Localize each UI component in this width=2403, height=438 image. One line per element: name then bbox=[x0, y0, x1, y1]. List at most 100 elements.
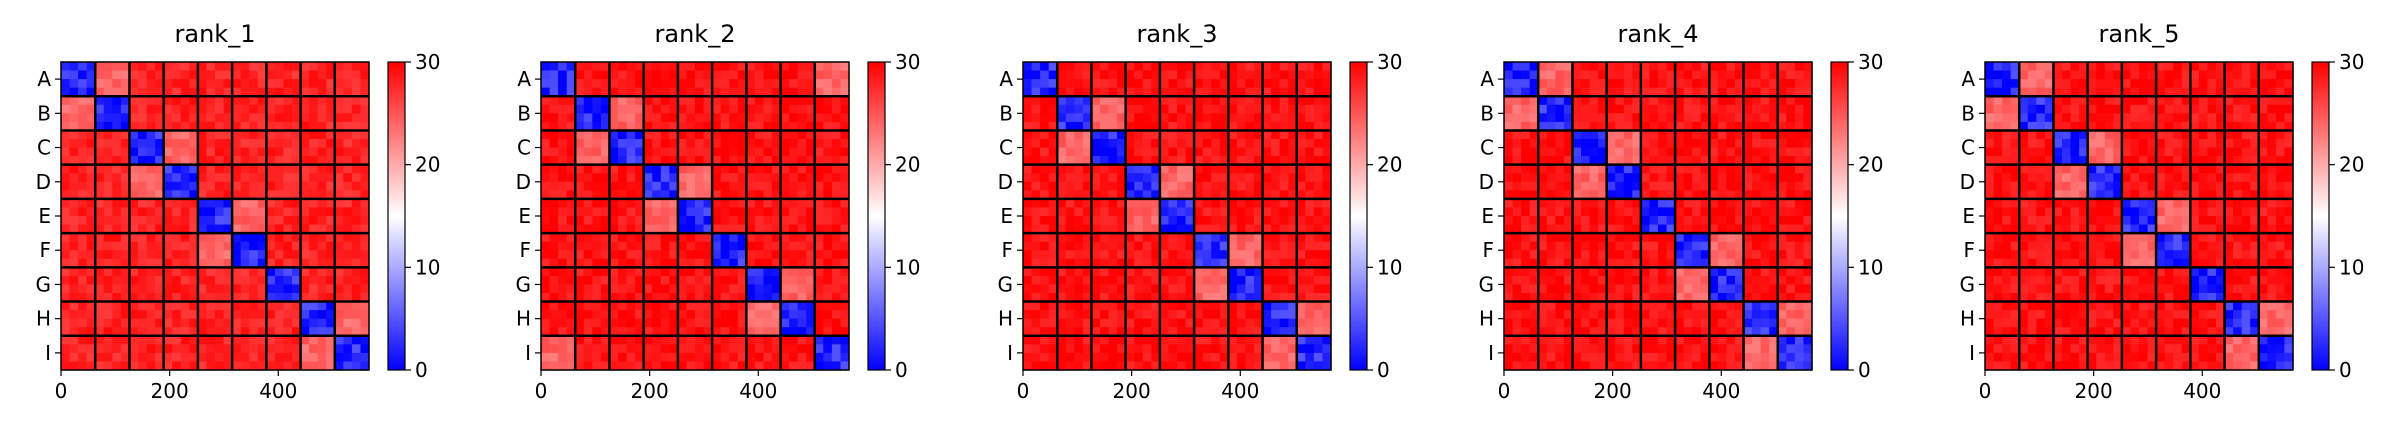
heatmap-cell bbox=[309, 258, 319, 268]
heatmap-cell bbox=[575, 267, 585, 277]
heatmap-cell bbox=[763, 310, 773, 320]
heatmap-cell bbox=[120, 207, 131, 217]
heatmap-cell bbox=[1142, 318, 1152, 328]
heatmap-cell bbox=[720, 96, 730, 106]
heatmap-cell bbox=[1100, 267, 1110, 277]
heatmap-cell bbox=[677, 318, 688, 328]
heatmap-cell bbox=[300, 327, 310, 337]
heatmap-cell bbox=[1108, 310, 1118, 320]
heatmap-cell bbox=[1262, 104, 1272, 114]
heatmap-cell bbox=[746, 318, 756, 328]
heatmap-cell bbox=[266, 241, 276, 251]
heatmap-cell bbox=[618, 79, 628, 89]
heatmap-cell bbox=[772, 181, 782, 191]
heatmap-cell bbox=[575, 139, 585, 149]
heatmap-cell bbox=[1168, 241, 1178, 251]
heatmap-cell bbox=[1735, 173, 1745, 183]
heatmap-cell bbox=[780, 164, 790, 174]
heatmap-cell bbox=[274, 241, 285, 251]
heatmap-cell bbox=[1082, 139, 1093, 149]
heatmap-cell bbox=[1245, 310, 1255, 320]
heatmap-cell bbox=[223, 310, 233, 320]
heatmap-cell bbox=[814, 181, 824, 191]
heatmap-cell bbox=[300, 258, 310, 268]
heatmap-cell bbox=[635, 147, 645, 157]
heatmap-cell bbox=[1581, 198, 1591, 209]
heatmap-cell bbox=[677, 275, 688, 286]
heatmap-block bbox=[1228, 62, 1264, 97]
heatmap-cell bbox=[703, 198, 713, 209]
heatmap-cell bbox=[643, 198, 653, 209]
heatmap-cell bbox=[592, 216, 602, 226]
heatmap-block bbox=[814, 267, 850, 303]
heatmap-cell bbox=[806, 87, 816, 97]
heatmap-cell bbox=[1082, 70, 1093, 80]
heatmap-cell bbox=[1777, 173, 1787, 183]
heatmap-cell bbox=[1065, 207, 1075, 217]
heatmap-cell bbox=[677, 156, 688, 166]
heatmap-cell bbox=[686, 258, 696, 268]
heatmap-cell bbox=[120, 70, 131, 80]
heatmap-cell bbox=[78, 233, 88, 243]
heatmap-cell bbox=[1322, 327, 1332, 337]
heatmap-block bbox=[1296, 96, 1332, 132]
heatmap-cell bbox=[772, 173, 782, 183]
heatmap-cell bbox=[1692, 173, 1702, 183]
heatmap-cell bbox=[1031, 104, 1041, 114]
heatmap-cell bbox=[232, 207, 242, 217]
heatmap-cell bbox=[146, 293, 156, 303]
heatmap-cell bbox=[1743, 87, 1753, 97]
heatmap-cell bbox=[1082, 318, 1093, 328]
heatmap-cell bbox=[703, 70, 713, 80]
heatmap-cell bbox=[95, 352, 105, 363]
heatmap-cell bbox=[1202, 352, 1212, 363]
heatmap-cell bbox=[1065, 87, 1075, 97]
heatmap-cell bbox=[618, 301, 628, 311]
heatmap-cell bbox=[566, 301, 576, 311]
heatmap-cell bbox=[274, 190, 285, 200]
heatmap-block bbox=[232, 96, 267, 132]
heatmap-cell bbox=[1228, 352, 1238, 363]
heatmap-cell bbox=[797, 233, 807, 243]
heatmap-cell bbox=[669, 104, 679, 114]
heatmap-cell bbox=[1194, 216, 1204, 226]
heatmap-cell bbox=[592, 318, 602, 328]
heatmap-cell bbox=[1023, 190, 1033, 200]
heatmap-cell bbox=[232, 258, 242, 268]
heatmap-cell bbox=[652, 113, 662, 123]
heatmap-cell bbox=[1279, 250, 1289, 260]
heatmap-cell bbox=[1134, 301, 1144, 311]
heatmap-cell bbox=[541, 335, 551, 345]
heatmap-cell bbox=[1572, 173, 1582, 183]
heatmap-cell bbox=[1151, 139, 1161, 149]
heatmap-cell bbox=[1236, 293, 1247, 303]
heatmap-cell bbox=[840, 216, 850, 226]
heatmap-cell bbox=[283, 241, 293, 251]
heatmap-cell bbox=[240, 79, 250, 89]
heatmap-cell bbox=[1658, 173, 1668, 183]
heatmap-cell bbox=[831, 318, 842, 328]
heatmap-cell bbox=[1168, 352, 1178, 363]
heatmap-cell bbox=[180, 275, 190, 286]
heatmap-cell bbox=[326, 327, 336, 337]
heatmap-cell bbox=[240, 293, 250, 303]
heatmap-cell bbox=[1700, 113, 1710, 123]
heatmap-cell bbox=[1202, 310, 1212, 320]
heatmap-cell bbox=[1760, 62, 1770, 72]
heatmap-cell bbox=[823, 198, 833, 209]
heatmap-cell bbox=[1040, 121, 1050, 132]
heatmap-cell bbox=[592, 344, 602, 354]
heatmap-cell bbox=[1521, 139, 1531, 149]
heatmap-cell bbox=[1142, 216, 1152, 226]
heatmap-cell bbox=[1803, 173, 1813, 183]
heatmap-cell bbox=[814, 207, 824, 217]
heatmap-cell bbox=[1082, 147, 1093, 157]
heatmap-cell bbox=[1649, 121, 1659, 132]
heatmap-cell bbox=[1262, 70, 1272, 80]
heatmap-cell bbox=[1615, 164, 1625, 174]
heatmap-cell bbox=[558, 70, 568, 80]
x-tick-label: 0 bbox=[535, 379, 548, 403]
heatmap-cell bbox=[592, 301, 602, 311]
heatmap-cell bbox=[1726, 121, 1736, 132]
heatmap-cell bbox=[1279, 62, 1289, 72]
